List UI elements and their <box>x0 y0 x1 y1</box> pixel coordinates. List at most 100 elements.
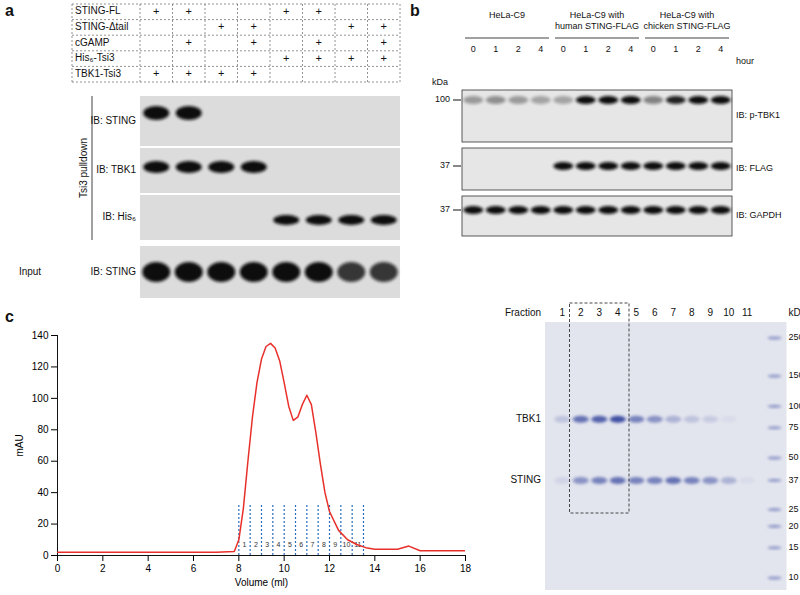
svg-text:STING-Δtail: STING-Δtail <box>75 21 128 32</box>
svg-text:Fraction: Fraction <box>505 307 541 318</box>
svg-text:10: 10 <box>789 572 799 582</box>
svg-text:16: 16 <box>415 563 427 574</box>
svg-text:+: + <box>153 67 159 79</box>
svg-text:25: 25 <box>789 504 799 514</box>
svg-text:0: 0 <box>651 44 656 54</box>
svg-text:cGAMP: cGAMP <box>75 37 110 48</box>
svg-text:60: 60 <box>37 455 49 466</box>
svg-text:0: 0 <box>43 550 49 561</box>
svg-text:18: 18 <box>460 563 472 574</box>
svg-text:+: + <box>218 20 224 32</box>
svg-text:+: + <box>381 52 387 64</box>
svg-text:+: + <box>381 20 387 32</box>
svg-text:8: 8 <box>236 563 242 574</box>
svg-text:IB: STING: IB: STING <box>90 115 136 126</box>
svg-text:+: + <box>316 5 322 17</box>
svg-text:STING-FL: STING-FL <box>75 5 121 16</box>
svg-text:hour: hour <box>736 56 754 66</box>
svg-text:5: 5 <box>633 307 639 318</box>
svg-text:1: 1 <box>493 44 498 54</box>
svg-text:IB: GAPDH: IB: GAPDH <box>736 210 782 220</box>
svg-text:8: 8 <box>322 541 326 548</box>
svg-text:+: + <box>251 67 257 79</box>
svg-text:Tsi3 pulldown: Tsi3 pulldown <box>78 138 89 198</box>
svg-text:TBK1: TBK1 <box>516 413 541 424</box>
svg-text:+: + <box>251 36 257 48</box>
svg-text:80: 80 <box>37 424 49 435</box>
svg-text:10: 10 <box>343 541 351 548</box>
svg-text:+: + <box>153 5 159 17</box>
svg-text:1: 1 <box>583 44 588 54</box>
svg-text:5: 5 <box>288 541 292 548</box>
svg-text:6: 6 <box>191 563 197 574</box>
svg-text:kDa: kDa <box>789 307 800 318</box>
svg-text:4: 4 <box>145 563 151 574</box>
svg-text:1: 1 <box>673 44 678 54</box>
svg-text:kDa: kDa <box>432 77 448 87</box>
svg-text:12: 12 <box>324 563 336 574</box>
svg-text:150: 150 <box>789 370 800 380</box>
svg-text:+: + <box>186 67 192 79</box>
svg-text:2: 2 <box>696 44 701 54</box>
svg-text:4: 4 <box>277 541 281 548</box>
svg-text:75: 75 <box>789 422 799 432</box>
svg-text:+: + <box>316 52 322 64</box>
svg-text:Input: Input <box>19 266 41 277</box>
svg-text:20: 20 <box>37 518 49 529</box>
svg-text:10: 10 <box>279 563 291 574</box>
svg-text:3: 3 <box>265 541 269 548</box>
svg-text:2: 2 <box>100 563 106 574</box>
svg-text:6: 6 <box>299 541 303 548</box>
svg-text:IB: TBK1: IB: TBK1 <box>96 164 136 175</box>
svg-text:+: + <box>283 52 289 64</box>
svg-text:37: 37 <box>440 204 450 214</box>
svg-text:TBK1-Tsi3: TBK1-Tsi3 <box>75 68 122 79</box>
svg-text:+: + <box>348 20 354 32</box>
svg-text:100: 100 <box>435 94 450 104</box>
svg-text:120: 120 <box>32 361 49 372</box>
svg-text:IB: p-TBK1: IB: p-TBK1 <box>736 110 780 120</box>
svg-text:8: 8 <box>689 307 695 318</box>
svg-text:HeLa-C9 with: HeLa-C9 with <box>570 10 625 20</box>
svg-text:HeLa-C9: HeLa-C9 <box>489 10 525 20</box>
svg-text:37: 37 <box>440 160 450 170</box>
svg-text:human STING-FLAG: human STING-FLAG <box>555 21 639 31</box>
svg-text:2: 2 <box>578 307 584 318</box>
svg-text:+: + <box>218 67 224 79</box>
svg-text:+: + <box>186 36 192 48</box>
svg-text:4: 4 <box>628 44 633 54</box>
svg-text:11: 11 <box>742 307 753 318</box>
svg-text:mAU: mAU <box>14 434 25 456</box>
svg-text:1: 1 <box>243 541 247 548</box>
svg-text:2: 2 <box>606 44 611 54</box>
svg-text:6: 6 <box>652 307 658 318</box>
svg-text:4: 4 <box>615 307 621 318</box>
svg-text:20: 20 <box>789 521 799 531</box>
svg-text:3: 3 <box>596 307 602 318</box>
svg-text:IB: FLAG: IB: FLAG <box>736 163 773 173</box>
svg-text:+: + <box>348 52 354 64</box>
svg-text:IB: His₆: IB: His₆ <box>103 211 136 222</box>
svg-text:7: 7 <box>670 307 676 318</box>
svg-text:0: 0 <box>561 44 566 54</box>
svg-text:1: 1 <box>559 307 565 318</box>
svg-text:2: 2 <box>516 44 521 54</box>
svg-text:0: 0 <box>471 44 476 54</box>
svg-text:+: + <box>381 36 387 48</box>
svg-text:40: 40 <box>37 487 49 498</box>
svg-text:chicken STING-FLAG: chicken STING-FLAG <box>643 21 730 31</box>
svg-text:HeLa-C9 with: HeLa-C9 with <box>660 10 715 20</box>
svg-text:b: b <box>410 2 420 19</box>
svg-text:9: 9 <box>333 541 337 548</box>
svg-text:c: c <box>5 308 14 325</box>
svg-text:14: 14 <box>369 563 381 574</box>
svg-text:140: 140 <box>32 330 49 341</box>
svg-text:7: 7 <box>311 541 315 548</box>
svg-text:2: 2 <box>254 541 258 548</box>
svg-text:9: 9 <box>707 307 713 318</box>
svg-text:100: 100 <box>32 393 49 404</box>
svg-text:a: a <box>5 2 14 19</box>
svg-text:IB: STING: IB: STING <box>90 266 136 277</box>
svg-text:250: 250 <box>789 332 800 342</box>
svg-text:+: + <box>316 36 322 48</box>
